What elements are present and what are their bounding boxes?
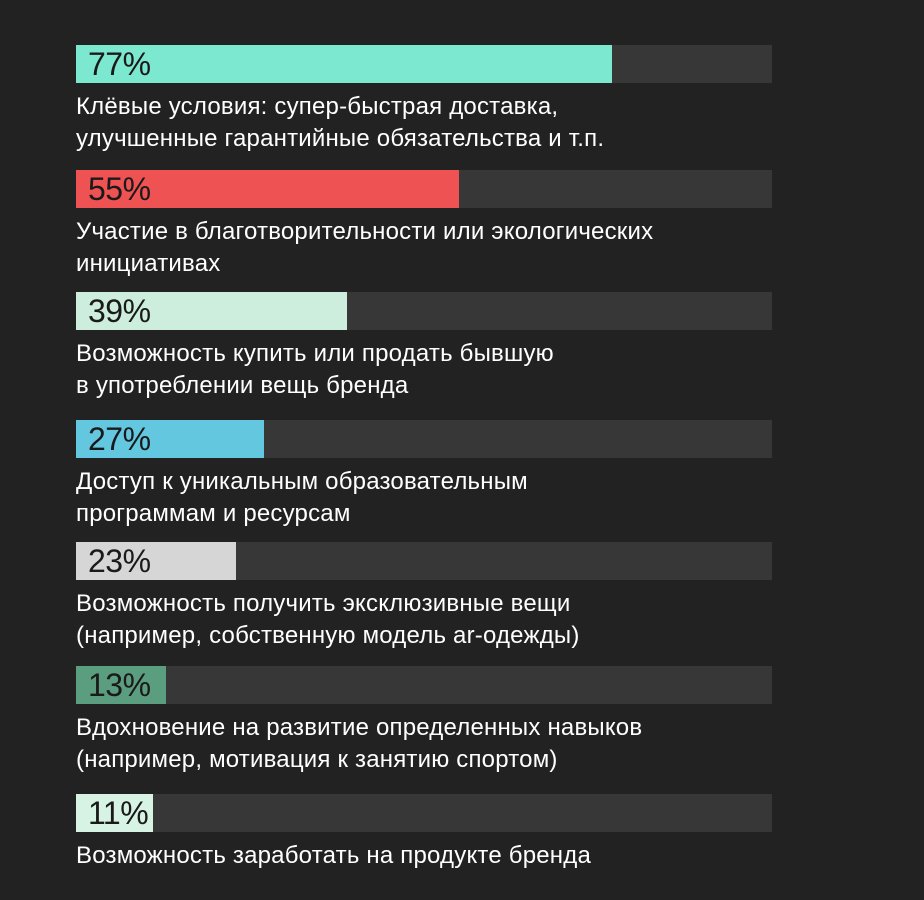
bar: [76, 292, 347, 330]
bar-track: 39%: [76, 292, 772, 330]
bar-item: 39% Возможность купить или продать бывшую…: [76, 292, 772, 402]
bar-item: 77% Клёвые условия: супер-быстрая доставк…: [76, 45, 772, 155]
bar-category-label: Вдохновение на развитие определенных нав…: [76, 714, 643, 773]
bar-item: 27% Доступ к уникальным образовательным п…: [76, 420, 772, 530]
bar-category-label: Доступ к уникальным образовательным прог…: [76, 468, 528, 527]
bar-value-label: 77%: [88, 46, 151, 82]
bar: [76, 794, 153, 832]
bar: [76, 45, 612, 83]
bar-value-label: 55%: [88, 171, 151, 207]
bar: [76, 170, 459, 208]
bar-value-label: 23%: [88, 543, 151, 579]
bar-track: 27%: [76, 420, 772, 458]
bar-value-label: 27%: [88, 421, 151, 457]
bar-item: 13% Вдохновение на развитие определенных …: [76, 666, 772, 776]
bar-item: 55% Участие в благотворительности или эко…: [76, 170, 772, 280]
bar-category-label: Участие в благотворительности или эколог…: [76, 218, 654, 277]
bar-category-label: Возможность заработать на продукте бренд…: [76, 842, 592, 869]
bar-category-label: Возможность купить или продать бывшую в …: [76, 340, 554, 399]
bar: [76, 542, 236, 580]
bar-item: 23% Возможность получить эксклюзивные вещ…: [76, 542, 772, 652]
bar-value-label: 13%: [88, 667, 151, 703]
bar: [76, 420, 264, 458]
bar-track: 11%: [76, 794, 772, 832]
bar-track: 13%: [76, 666, 772, 704]
bar-track: 77%: [76, 45, 772, 83]
bar-category-label: Клёвые условия: супер-быстрая доставка, …: [76, 93, 605, 152]
bar-item: 11% Возможность заработать на продукте бр…: [76, 794, 772, 872]
bar-track: 23%: [76, 542, 772, 580]
bar-value-label: 11%: [88, 795, 149, 831]
bar-value-label: 39%: [88, 293, 151, 329]
bar-track: 55%: [76, 170, 772, 208]
bar: [76, 666, 166, 704]
bar-category-label: Возможность получить эксклюзивные вещи (…: [76, 590, 580, 649]
